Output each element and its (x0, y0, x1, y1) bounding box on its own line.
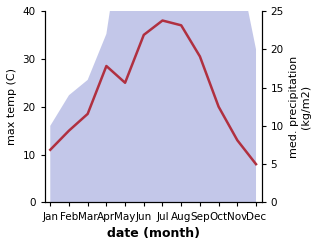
X-axis label: date (month): date (month) (107, 227, 200, 240)
Y-axis label: med. precipitation
(kg/m2): med. precipitation (kg/m2) (289, 56, 311, 158)
Y-axis label: max temp (C): max temp (C) (7, 68, 17, 145)
